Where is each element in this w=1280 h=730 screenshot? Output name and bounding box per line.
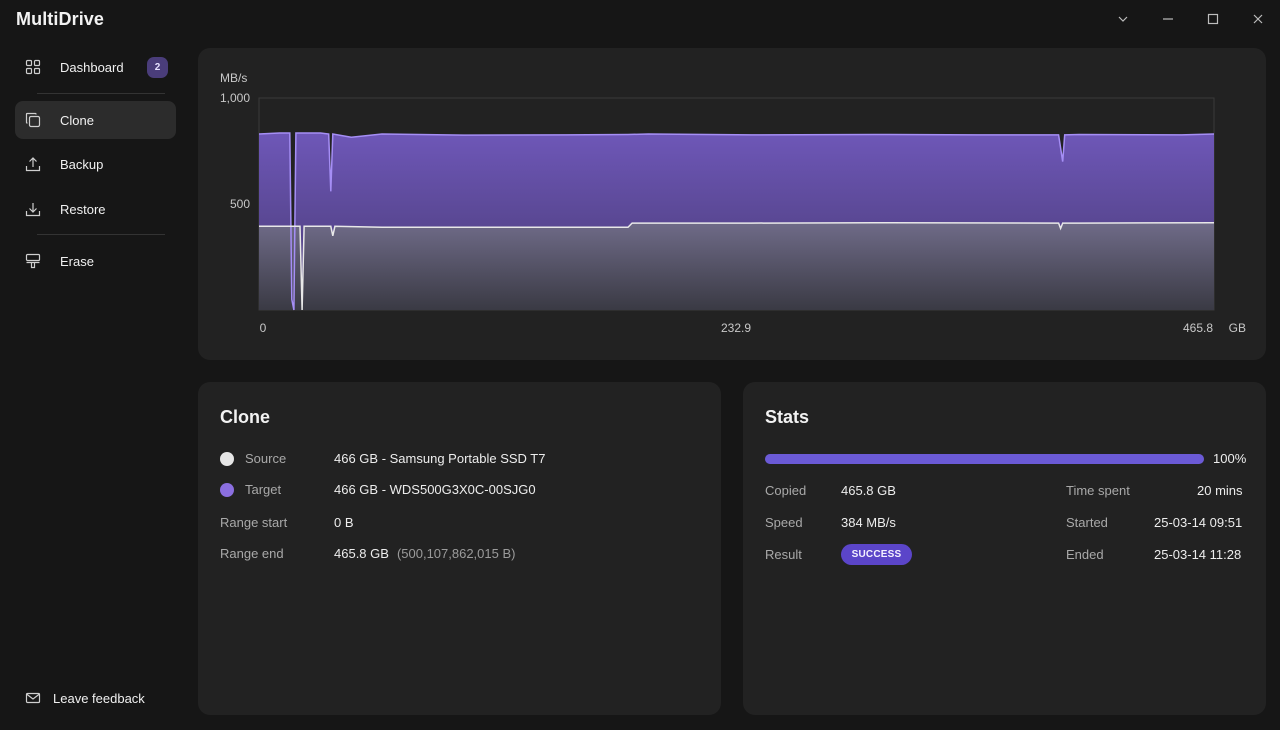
sidebar-item-label: Erase: [60, 253, 94, 269]
time-spent-value: 20 mins: [1197, 483, 1243, 498]
stats-panel: Stats 100% Copied 465.8 GB Speed 384 MB/…: [743, 382, 1266, 715]
notification-badge: 2: [147, 57, 168, 78]
sidebar-item-clone[interactable]: Clone: [15, 101, 176, 139]
started-value: 25-03-14 09:51: [1154, 515, 1243, 530]
target-label: Target: [245, 482, 282, 497]
window-controls: [1100, 0, 1280, 38]
copy-icon: [24, 111, 42, 129]
source-color-dot: [220, 452, 234, 466]
speed-chart-panel: MB/s 1,000 500 0 232.9 465.8 GB: [198, 48, 1266, 360]
sidebar-item-backup[interactable]: Backup: [15, 145, 176, 183]
sidebar-item-dashboard[interactable]: Dashboard 2: [15, 48, 176, 86]
range-end-label: Range end: [220, 546, 284, 561]
sidebar-item-erase[interactable]: Erase: [15, 242, 176, 280]
chevron-down-icon[interactable]: [1100, 0, 1145, 38]
x-tick-label: 0: [260, 321, 267, 335]
app-title: MultiDrive: [16, 9, 105, 29]
progress-bar: [765, 454, 1204, 464]
source-label: Source: [245, 451, 287, 466]
series-line-target: [258, 132, 1215, 311]
range-start-label: Range start: [220, 515, 288, 530]
time-spent-label: Time spent: [1066, 483, 1130, 498]
series-line-source: [259, 221, 1215, 311]
progress-percent: 100%: [1213, 451, 1247, 466]
y-tick-label: 1,000: [220, 91, 250, 105]
speed-label: Speed: [765, 515, 803, 530]
divider: [37, 93, 165, 94]
x-axis-unit: GB: [1229, 321, 1246, 335]
sidebar-item-label: Clone: [60, 112, 94, 128]
sidebar-item-label: Dashboard: [60, 59, 124, 75]
speed-chart: MB/s 1,000 500 0 232.9 465.8 GB: [220, 71, 1246, 335]
eraser-icon: [24, 252, 42, 270]
feedback-label: Leave feedback: [53, 690, 145, 706]
copied-value: 465.8 GB: [841, 483, 896, 498]
source-value: 466 GB - Samsung Portable SSD T7: [334, 451, 546, 466]
copied-label: Copied: [765, 483, 807, 498]
range-end-value: 465.8 GB (500,107,862,015 B): [334, 546, 515, 561]
series-area-source: [259, 222, 1214, 310]
download-icon: [24, 200, 42, 218]
ended-value: 25-03-14 11:28: [1154, 547, 1242, 562]
grid-icon: [24, 58, 42, 76]
started-label: Started: [1066, 515, 1108, 530]
mail-icon: [24, 689, 42, 707]
sidebar-item-label: Restore: [60, 201, 106, 217]
status-badge: SUCCESS: [841, 544, 912, 565]
y-axis-unit: MB/s: [220, 71, 247, 85]
close-icon[interactable]: [1235, 0, 1280, 38]
divider: [37, 234, 165, 235]
x-tick-label: 232.9: [721, 321, 751, 335]
leave-feedback-link[interactable]: Leave feedback: [24, 688, 145, 708]
range-end-bytes: (500,107,862,015 B): [396, 546, 516, 561]
y-tick-label: 500: [230, 197, 250, 211]
minimize-icon[interactable]: [1145, 0, 1190, 38]
result-label: Result: [765, 547, 802, 562]
sidebar-item-restore[interactable]: Restore: [15, 190, 176, 228]
sidebar-item-label: Backup: [60, 156, 104, 172]
ended-label: Ended: [1066, 547, 1104, 562]
range-end-size: 465.8 GB: [334, 546, 389, 561]
maximize-icon[interactable]: [1190, 0, 1235, 38]
progress-fill: [765, 454, 1204, 464]
target-color-dot: [220, 483, 234, 497]
sidebar: Dashboard 2 Clone Backup Restore: [0, 44, 190, 730]
target-value: 466 GB - WDS500G3X0C-00SJG0: [334, 482, 536, 497]
x-tick-label: 465.8: [1183, 321, 1213, 335]
speed-value: 384 MB/s: [841, 515, 896, 530]
upload-icon: [24, 155, 42, 173]
panel-title: Clone: [220, 407, 271, 427]
panel-title: Stats: [765, 407, 810, 427]
range-start-value: 0 B: [334, 515, 354, 530]
clone-panel: Clone Source 466 GB - Samsung Portable S…: [198, 382, 721, 715]
